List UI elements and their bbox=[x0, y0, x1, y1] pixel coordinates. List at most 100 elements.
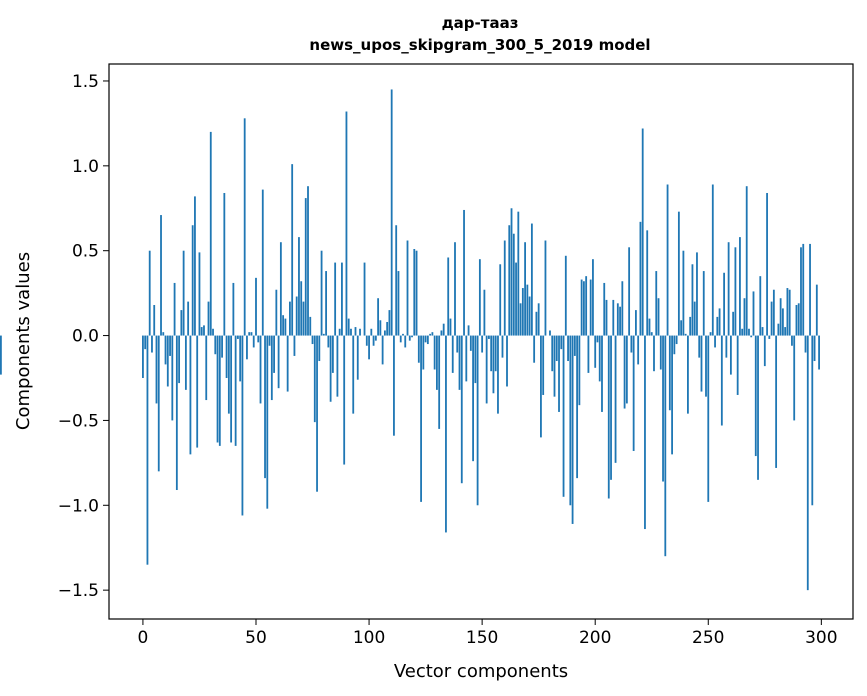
bar bbox=[408, 335, 411, 341]
bar bbox=[506, 335, 508, 387]
bar bbox=[515, 262, 517, 336]
bar bbox=[596, 335, 599, 343]
x-axis-label: Vector components bbox=[394, 661, 568, 682]
bar bbox=[653, 335, 655, 372]
bar bbox=[347, 318, 350, 336]
bar bbox=[395, 225, 398, 336]
bar bbox=[818, 335, 820, 370]
bar bbox=[571, 335, 574, 524]
bar bbox=[221, 335, 223, 358]
bar bbox=[187, 301, 190, 336]
bar bbox=[535, 311, 538, 336]
x-axis-ticks: 0 50 100 150 200 250 300 bbox=[138, 619, 838, 648]
bar bbox=[234, 335, 237, 446]
bar bbox=[359, 328, 361, 336]
bar bbox=[180, 310, 183, 336]
bar bbox=[745, 186, 748, 336]
bar bbox=[325, 271, 327, 336]
bar bbox=[426, 335, 429, 345]
bar bbox=[716, 316, 719, 336]
bar bbox=[284, 318, 287, 336]
bar bbox=[465, 335, 468, 382]
bar bbox=[336, 335, 339, 397]
bar bbox=[680, 320, 683, 336]
bar bbox=[363, 262, 366, 336]
bar bbox=[458, 335, 461, 390]
bar bbox=[646, 230, 649, 336]
bar bbox=[264, 335, 266, 479]
bar bbox=[334, 262, 337, 336]
bar bbox=[589, 279, 592, 336]
x-tick-label: 50 bbox=[245, 628, 267, 648]
bar bbox=[388, 310, 391, 336]
bar bbox=[490, 335, 493, 372]
bar bbox=[709, 332, 712, 336]
bar bbox=[603, 282, 606, 336]
bar bbox=[203, 325, 205, 336]
bar bbox=[705, 335, 707, 397]
bar bbox=[492, 335, 495, 394]
bar bbox=[279, 242, 282, 336]
bar bbox=[485, 335, 488, 404]
bar bbox=[390, 89, 393, 336]
bar bbox=[501, 335, 504, 358]
bar bbox=[619, 306, 621, 336]
bar bbox=[635, 310, 637, 336]
bar bbox=[573, 335, 576, 356]
bar bbox=[194, 196, 196, 336]
y-tick-label: −1.5 bbox=[58, 581, 99, 601]
bar bbox=[350, 328, 352, 336]
bar bbox=[772, 289, 775, 336]
bar bbox=[374, 335, 377, 341]
plot-frame bbox=[108, 63, 854, 620]
bar bbox=[689, 316, 692, 336]
bar bbox=[687, 335, 689, 414]
bar bbox=[227, 335, 230, 414]
bar bbox=[576, 335, 579, 479]
bar bbox=[447, 257, 450, 336]
bar bbox=[592, 259, 594, 336]
bar bbox=[659, 335, 662, 370]
bar bbox=[754, 335, 757, 457]
bar bbox=[644, 335, 646, 530]
bar bbox=[702, 271, 705, 336]
bar bbox=[521, 288, 524, 336]
bar bbox=[146, 335, 149, 565]
bar bbox=[499, 264, 502, 336]
y-tick-label: 0.0 bbox=[72, 327, 99, 347]
bar bbox=[650, 332, 653, 336]
bar bbox=[316, 335, 318, 492]
bar bbox=[673, 335, 676, 355]
bar bbox=[270, 335, 273, 401]
bar bbox=[184, 335, 187, 390]
x-tick-label: 300 bbox=[805, 628, 837, 648]
bar bbox=[558, 335, 560, 412]
bar bbox=[402, 333, 404, 336]
bar bbox=[811, 335, 814, 506]
bar bbox=[469, 335, 472, 351]
bar bbox=[684, 333, 687, 336]
bar bbox=[560, 335, 563, 350]
chart-title: дар-тааз bbox=[442, 14, 519, 32]
bar bbox=[329, 335, 332, 402]
bar bbox=[727, 242, 730, 336]
bar bbox=[748, 328, 750, 336]
bar bbox=[420, 335, 422, 502]
bar bbox=[225, 335, 228, 378]
bar bbox=[261, 189, 264, 336]
bar bbox=[445, 335, 447, 533]
bar bbox=[632, 335, 635, 451]
bar bbox=[311, 335, 314, 345]
bar bbox=[637, 335, 640, 365]
bar bbox=[293, 335, 296, 356]
bar bbox=[641, 128, 644, 336]
bar bbox=[0, 335, 2, 375]
bar bbox=[216, 335, 219, 443]
bar bbox=[379, 320, 382, 336]
bar bbox=[781, 308, 784, 336]
bar bbox=[587, 335, 590, 373]
bar bbox=[318, 335, 321, 362]
bar bbox=[239, 335, 242, 382]
bar bbox=[200, 327, 203, 336]
bar bbox=[368, 335, 370, 360]
